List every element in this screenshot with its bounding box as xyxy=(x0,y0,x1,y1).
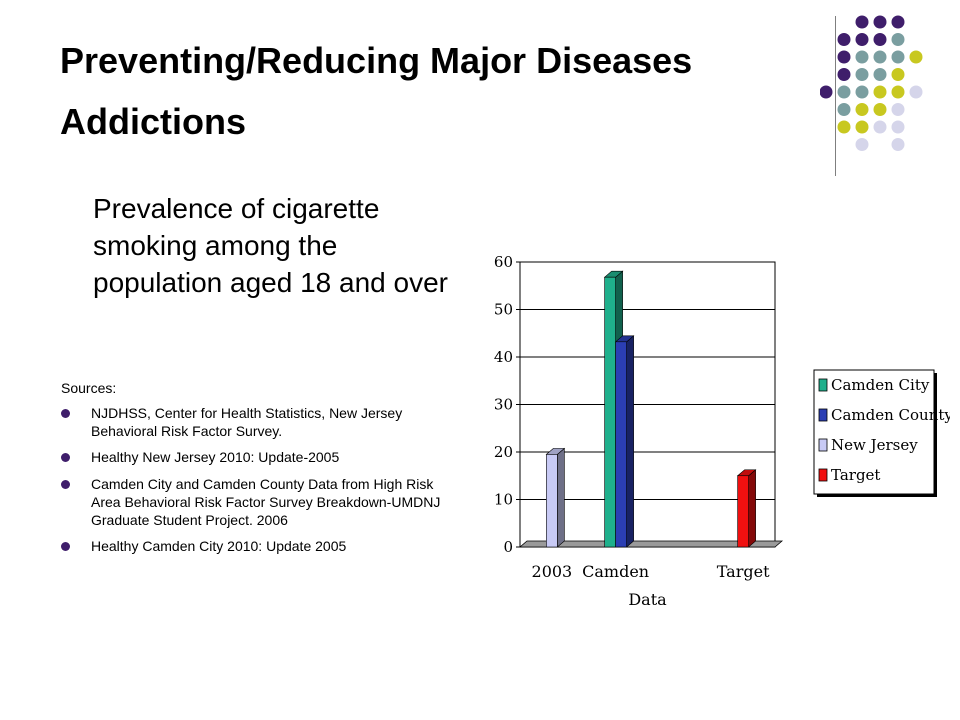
decorative-dot xyxy=(873,15,887,29)
decorative-dot xyxy=(855,68,869,81)
x-tick-label: 2003 xyxy=(532,562,573,581)
decorative-dot xyxy=(837,50,851,64)
legend-box xyxy=(813,369,935,495)
legend-label: Camden City xyxy=(831,376,930,394)
decorative-divider xyxy=(835,16,836,176)
legend-label: New Jersey xyxy=(831,436,918,454)
y-tick-label: 20 xyxy=(494,443,513,461)
slide-title: Preventing/Reducing Major Diseases xyxy=(60,40,693,81)
decorative-dot-grid xyxy=(820,15,923,151)
source-item: Healthy New Jersey 2010: Update-2005 xyxy=(61,448,456,466)
bar xyxy=(604,276,616,548)
decorative-dot xyxy=(855,85,869,99)
sources-list: NJDHSS, Center for Health Statistics, Ne… xyxy=(61,404,456,555)
bar xyxy=(546,454,558,548)
decorative-dot xyxy=(873,33,887,46)
decorative-dot xyxy=(837,120,851,134)
bar xyxy=(737,475,749,548)
decorative-dot xyxy=(873,50,887,64)
decorative-dot xyxy=(891,33,905,46)
bullet-icon xyxy=(61,479,70,489)
decorative-dot xyxy=(909,50,923,64)
decorative-dot xyxy=(873,85,887,99)
decorative-dot xyxy=(837,85,851,99)
x-axis-label: Data xyxy=(628,590,667,609)
decorative-dot xyxy=(837,68,851,81)
y-tick-label: 0 xyxy=(503,538,513,556)
chart-legend: Camden City Camden County New Jersey Target xyxy=(813,369,950,497)
y-tick-label: 40 xyxy=(494,348,513,366)
source-text: NJDHSS, Center for Health Statistics, Ne… xyxy=(91,405,403,440)
x-tick-label: Camden xyxy=(582,562,649,581)
legend-swatch xyxy=(818,408,828,422)
decorative-dot xyxy=(855,15,869,29)
legend-swatch xyxy=(818,438,828,452)
decorative-dot xyxy=(873,68,887,81)
slide-subtitle-heading: Addictions xyxy=(60,101,246,142)
chart-floor xyxy=(518,540,784,548)
decorative-dot xyxy=(837,33,851,46)
y-tick-label: 50 xyxy=(494,301,513,319)
decorative-dot xyxy=(891,138,905,151)
decorative-dot xyxy=(837,103,851,116)
bullet-icon xyxy=(61,542,70,552)
bullet-icon xyxy=(61,453,70,463)
source-text: Healthy Camden City 2010: Update 2005 xyxy=(91,538,347,555)
decorative-dot xyxy=(891,68,905,81)
decorative-dot xyxy=(855,138,869,151)
decorative-dot xyxy=(873,120,887,134)
source-item: Camden City and Camden County Data from … xyxy=(61,475,456,530)
smoking-prevalence-chart: 0 10 20 30 40 50 60 2003 Camden Target Data Camden … xyxy=(494,253,950,609)
decorative-dot xyxy=(891,103,905,116)
legend-label: Target xyxy=(831,466,880,484)
bar xyxy=(615,341,627,548)
decorative-dot xyxy=(891,85,905,99)
y-tick-label: 60 xyxy=(494,253,513,271)
decorative-dot xyxy=(891,15,905,29)
sources-label: Sources: xyxy=(61,380,117,396)
decorative-dot xyxy=(820,85,833,99)
source-text: Healthy New Jersey 2010: Update-2005 xyxy=(91,449,340,466)
decorative-dot xyxy=(909,85,923,99)
source-item: Healthy Camden City 2010: Update 2005 xyxy=(61,537,456,555)
x-tick-label: Target xyxy=(717,562,770,581)
decorative-dot xyxy=(855,33,869,46)
bullet-icon xyxy=(61,409,70,418)
decorative-dot xyxy=(855,103,869,116)
decorative-dot xyxy=(891,50,905,64)
decorative-dot xyxy=(855,120,869,134)
legend-swatch xyxy=(818,378,828,392)
legend-swatch xyxy=(818,468,828,482)
source-text: Camden City and Camden County Data from … xyxy=(91,475,441,528)
bar-side xyxy=(557,447,565,548)
legend-label: Camden County xyxy=(831,406,950,424)
bar-side xyxy=(748,469,756,548)
y-tick-label: 30 xyxy=(494,396,513,414)
chart-description: Prevalence of cigarette smoking among th… xyxy=(93,193,448,299)
decorative-dot xyxy=(855,50,869,64)
decorative-dot xyxy=(891,120,905,134)
decorative-dot xyxy=(873,103,887,116)
source-item: NJDHSS, Center for Health Statistics, Ne… xyxy=(61,404,456,440)
sources-block: Sources: NJDHSS, Center for Health Stati… xyxy=(61,380,456,563)
bar-side xyxy=(626,335,634,548)
y-tick-label: 10 xyxy=(494,491,513,509)
